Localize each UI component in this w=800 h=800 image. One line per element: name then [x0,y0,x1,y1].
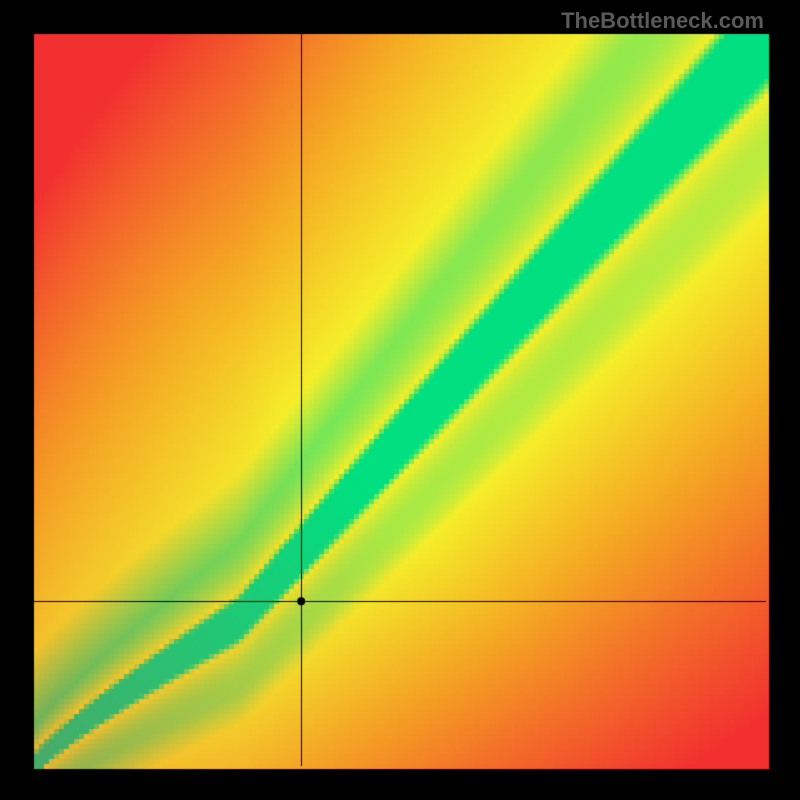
chart-container: TheBottleneck.com [0,0,800,800]
bottleneck-heatmap [0,0,800,800]
